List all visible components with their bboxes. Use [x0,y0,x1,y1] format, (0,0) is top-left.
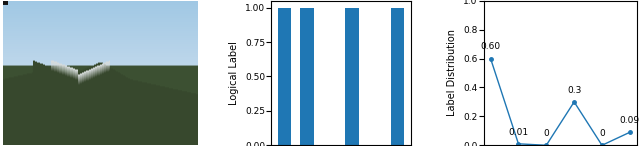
Text: 0.01: 0.01 [508,128,529,137]
Bar [300,8,314,145]
Y-axis label: Logical Label: Logical Label [229,41,239,105]
Text: 0.60: 0.60 [481,42,500,51]
Bar [346,8,359,145]
Text: 0.3: 0.3 [567,86,581,95]
Y-axis label: Label Distribution: Label Distribution [447,29,458,117]
Bar [390,8,404,145]
Text: 0.09: 0.09 [620,116,640,125]
Bar [278,8,291,145]
Text: 0: 0 [543,129,549,138]
Text: 0: 0 [599,129,605,138]
